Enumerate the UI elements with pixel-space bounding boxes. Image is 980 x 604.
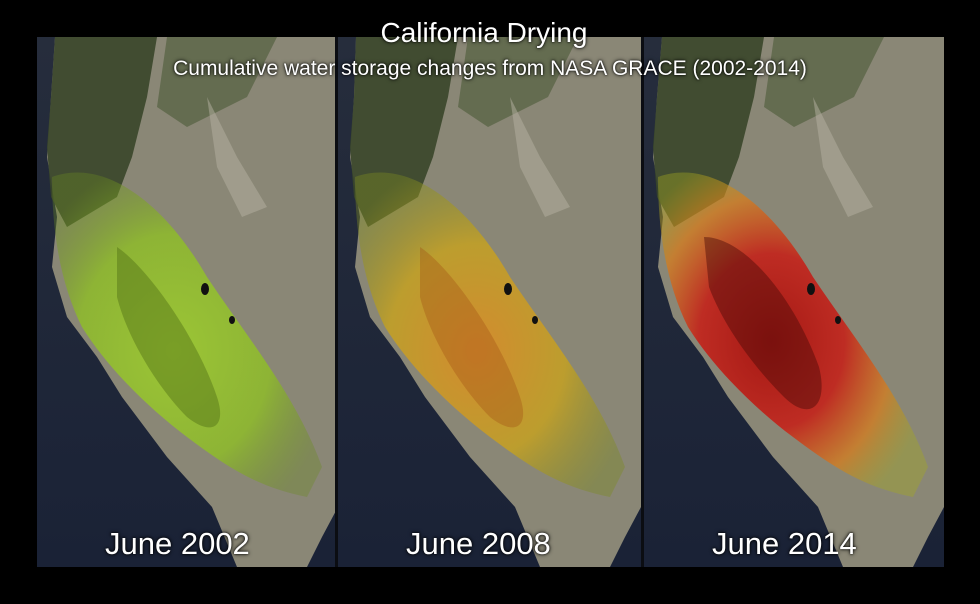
- panel-label-2014: June 2014: [712, 526, 857, 561]
- panel-label-2008: June 2008: [406, 526, 551, 561]
- panel-divider: [335, 37, 338, 567]
- california-map-2008: [338, 37, 641, 567]
- panel-divider: [641, 37, 644, 567]
- california-map-2014: [644, 37, 944, 567]
- map-panel-2014: June 2014: [644, 37, 944, 567]
- map-frame: June 2002: [37, 37, 944, 567]
- california-map-2002: [37, 37, 338, 567]
- panel-label-2002: June 2002: [105, 526, 250, 561]
- map-panel-2008: June 2008: [338, 37, 641, 567]
- map-panel-2002: June 2002: [37, 37, 338, 567]
